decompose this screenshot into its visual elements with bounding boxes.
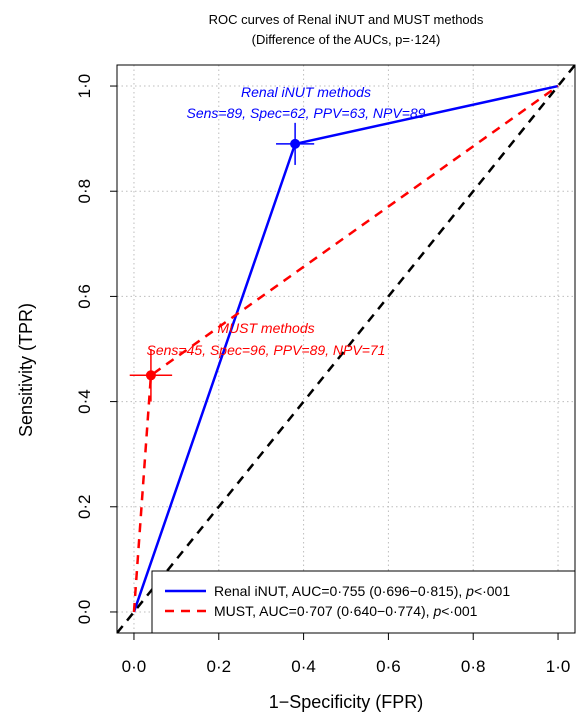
x-tick-label-1: 0·2 [206,657,231,676]
x-axis-label: 1−Specificity (FPR) [269,692,424,712]
annotation-stats-0: Sens=89, Spec=62, PPV=63, NPV=89 [187,105,426,121]
x-tick-label-3: 0·6 [376,657,401,676]
chart-title: ROC curves of Renal iNUT and MUST method… [209,12,484,27]
y-tick-label-5: 1·0 [75,74,94,99]
operating-point-1 [145,370,156,381]
legend-box [151,570,576,634]
y-axis-label: Sensitivity (TPR) [16,303,36,437]
plot-series-group [117,65,575,633]
y-tick-label-0: 0·0 [75,600,94,625]
x-tick-label-2: 0·4 [291,657,316,676]
x-tick-label-0: 0·0 [122,657,147,676]
legend-label-1: MUST, AUC=0·707 (0·640−0·774), p<·001 [214,603,478,619]
reference-line [117,65,575,633]
y-tick-label-1: 0·2 [75,494,94,519]
annotation-stats-1: Sens=45, Spec=96, PPV=89, NPV=71 [147,342,386,358]
operating-point-0 [290,138,301,149]
annotation-title-1: MUST methods [217,320,314,336]
annotation-title-0: Renal iNUT methods [241,84,371,100]
x-tick-label-4: 0·8 [461,657,486,676]
legend-label-0: Renal iNUT, AUC=0·755 (0·696−0·815), p<·… [214,583,510,599]
y-tick-label-2: 0·4 [75,389,94,414]
y-tick-label-4: 0·8 [75,179,94,204]
x-tick-label-5: 1·0 [546,657,571,676]
chart-subtitle: (Difference of the AUCs, p=·124) [252,32,441,47]
y-tick-label-3: 0·6 [75,284,94,309]
